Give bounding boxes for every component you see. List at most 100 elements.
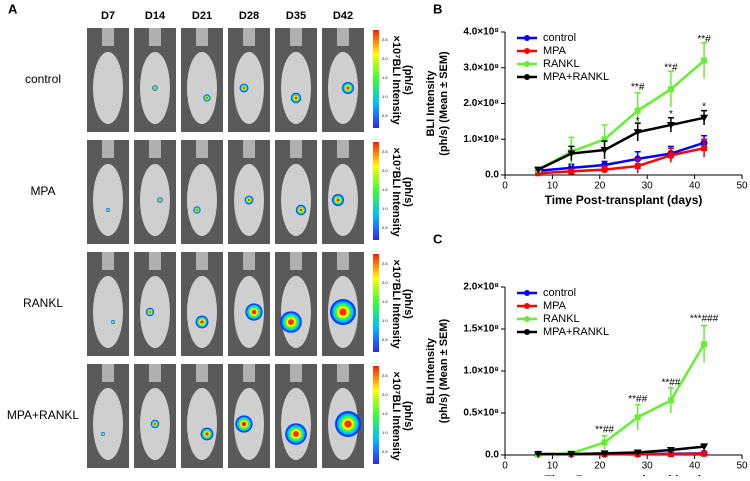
- signal-blob: [243, 87, 245, 89]
- signal-blob: [149, 311, 151, 313]
- photo-holder: [102, 28, 114, 46]
- colorbar-tick-label: 1.5: [382, 299, 388, 304]
- colorbar-tick-label: 0.5: [382, 225, 388, 230]
- signal-blob: [196, 209, 198, 211]
- photo-holder: [290, 28, 302, 46]
- legend-label: MPA+RANKL: [543, 326, 609, 338]
- signal-blob: [102, 433, 103, 434]
- panel-label: C: [433, 231, 443, 246]
- legend-label: MPA: [543, 45, 567, 57]
- signal-blob: [300, 209, 303, 212]
- photo-holder: [149, 364, 161, 382]
- signal-blob: [154, 423, 156, 425]
- column-label: D21: [192, 10, 212, 22]
- panel-label: A: [8, 1, 18, 16]
- annotation: **#: [697, 34, 711, 45]
- legend-marker: [524, 290, 530, 296]
- y-tick-label: 4.0×10⁸: [463, 27, 499, 38]
- annotation: ***###: [690, 314, 719, 325]
- colorbar: [373, 142, 379, 240]
- row-label: RANKL: [23, 296, 63, 310]
- photo-holder: [290, 140, 302, 158]
- marker: [635, 163, 641, 169]
- x-tick-label: 20: [594, 181, 606, 192]
- signal-blob: [107, 209, 108, 210]
- marker: [635, 108, 641, 114]
- colorbar-tick-label: 1.5: [382, 411, 388, 416]
- photo-holder: [337, 28, 349, 46]
- colorbar-tick-label: 2.0: [382, 280, 388, 285]
- colorbar-tick-label: 1.0: [382, 94, 388, 99]
- marker: [668, 152, 674, 158]
- signal-blob: [295, 97, 298, 100]
- mouse-body: [187, 276, 217, 348]
- marker: [701, 341, 707, 347]
- signal-blob: [344, 420, 351, 427]
- column-label: D42: [333, 10, 353, 22]
- y-tick-label: 0.0: [485, 450, 499, 461]
- column-label: D35: [286, 10, 306, 22]
- mouse-body: [93, 52, 123, 124]
- y-tick-label: 2.0×10⁸: [463, 282, 499, 293]
- mouse-body: [234, 52, 264, 124]
- y-tick-label: 1.5×10⁸: [463, 324, 499, 335]
- colorbar-tick-label: 1.0: [382, 318, 388, 323]
- annotation: *: [669, 109, 673, 120]
- colorbar-tick-label: 0.5: [382, 113, 388, 118]
- photo-holder: [290, 364, 302, 382]
- panel-label: B: [433, 1, 442, 16]
- legend-marker: [524, 316, 530, 322]
- row-label: MPA+RANKL: [7, 408, 79, 422]
- mouse-body: [187, 52, 217, 124]
- colorbar-tick-label: 2.0: [382, 168, 388, 173]
- y-tick-label: 1.0×10⁸: [463, 366, 499, 377]
- y-axis-label: (ph/s) (Mean ± SEM): [438, 51, 450, 156]
- photo-holder: [243, 140, 255, 158]
- marker: [701, 451, 707, 457]
- legend-label: RANKL: [543, 313, 580, 325]
- signal-blob: [159, 199, 161, 201]
- x-tick-label: 30: [642, 181, 654, 192]
- x-tick-label: 50: [736, 181, 748, 192]
- signal-blob: [112, 321, 113, 322]
- legend-label: control: [543, 32, 576, 44]
- colorbar-tick-label: 1.0: [382, 430, 388, 435]
- y-axis-label: (ph/s) (Mean ± SEM): [438, 318, 450, 423]
- signal-blob: [288, 319, 294, 325]
- photo-holder: [196, 28, 208, 46]
- x-tick-label: 10: [547, 461, 559, 472]
- signal-blob: [293, 431, 299, 437]
- photo-holder: [196, 252, 208, 270]
- x-tick-label: 40: [689, 461, 701, 472]
- legend-marker: [524, 329, 530, 335]
- legend-marker: [524, 303, 530, 309]
- colorbar-label: (ph/s): [402, 401, 414, 431]
- colorbar-label: (ph/s): [402, 289, 414, 319]
- annotation: **##: [661, 377, 680, 388]
- photo-holder: [337, 252, 349, 270]
- colorbar-label: ×10⁷BLI Intensity: [390, 371, 402, 461]
- photo-holder: [149, 252, 161, 270]
- signal-blob: [346, 86, 349, 89]
- signal-blob: [252, 310, 257, 315]
- marker: [568, 168, 574, 174]
- x-axis-label: Time Post-transplant (days): [545, 193, 703, 207]
- mouse-body: [281, 52, 311, 124]
- annotation: **##: [628, 394, 647, 405]
- row-label: MPA: [30, 184, 55, 198]
- x-tick-label: 10: [547, 181, 559, 192]
- mouse-body: [281, 276, 311, 348]
- mouse-body: [140, 164, 170, 236]
- x-tick-label: 30: [642, 461, 654, 472]
- column-label: D14: [145, 10, 166, 22]
- colorbar-tick-label: 0.5: [382, 337, 388, 342]
- colorbar-tick-label: 1.0: [382, 206, 388, 211]
- legend-marker: [524, 48, 530, 54]
- photo-holder: [149, 28, 161, 46]
- marker: [602, 439, 608, 445]
- legend-marker: [524, 35, 530, 41]
- colorbar-label: ×10⁷BLI Intensity: [390, 259, 402, 349]
- mouse-body: [93, 276, 123, 348]
- colorbar-label: (ph/s): [402, 177, 414, 207]
